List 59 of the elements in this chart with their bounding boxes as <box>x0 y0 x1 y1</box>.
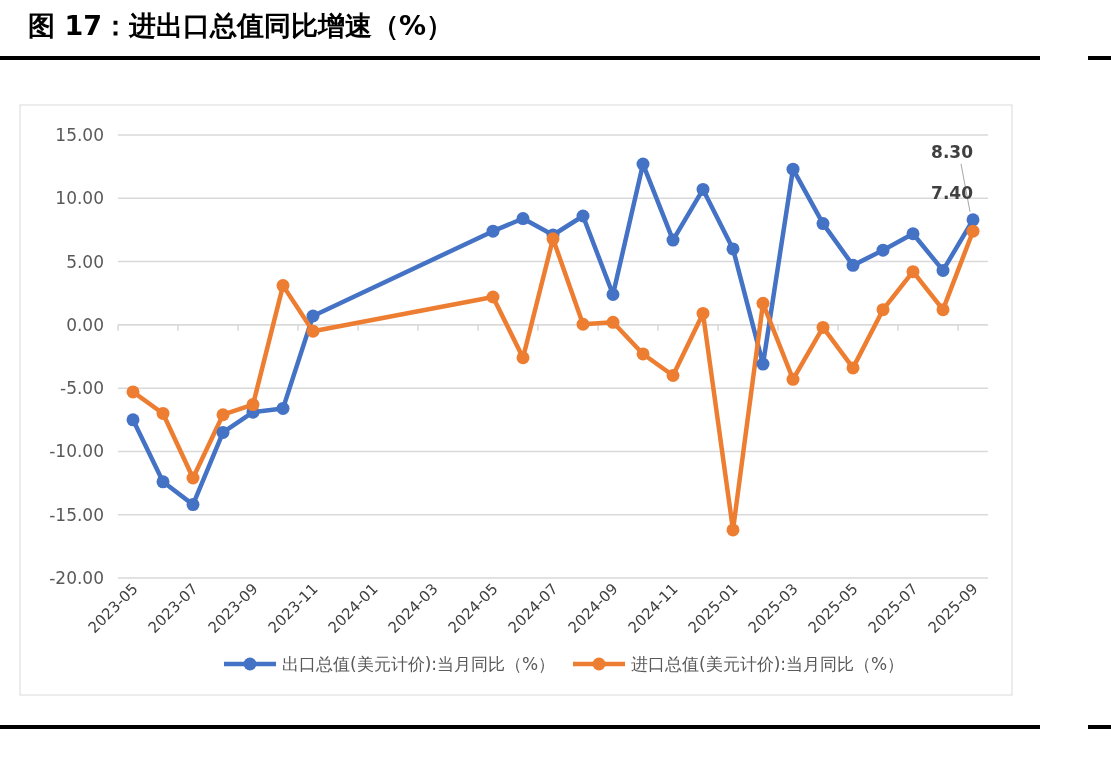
point <box>666 368 680 382</box>
point <box>306 309 320 323</box>
point <box>576 317 590 331</box>
point <box>486 224 500 238</box>
point <box>246 398 260 412</box>
point <box>126 385 140 399</box>
point <box>936 303 950 317</box>
point <box>186 471 200 485</box>
point <box>636 347 650 361</box>
point <box>306 324 320 338</box>
point <box>126 413 140 427</box>
point <box>546 232 560 246</box>
point <box>786 372 800 386</box>
point <box>846 258 860 272</box>
point <box>756 296 770 310</box>
point <box>486 290 500 304</box>
y-tick-label: 10.00 <box>55 188 104 209</box>
point <box>606 315 620 329</box>
point <box>216 408 230 422</box>
y-tick-label: -15.00 <box>49 504 104 525</box>
point <box>216 425 230 439</box>
point <box>816 320 830 334</box>
legend-label: 出口总值(美元计价):当月同比（%） <box>282 653 556 674</box>
y-tick-label: 0.00 <box>66 314 104 335</box>
y-tick-label: 15.00 <box>55 124 104 145</box>
point <box>756 357 770 371</box>
point <box>906 265 920 279</box>
y-tick-label: -10.00 <box>49 441 104 462</box>
chart-title: 图 17：进出口总值同比增速（%） <box>28 10 454 41</box>
point <box>786 162 800 176</box>
y-tick-label: 5.00 <box>66 251 104 272</box>
point <box>966 224 980 238</box>
point <box>696 182 710 196</box>
point <box>966 213 980 227</box>
data-label: 7.40 <box>931 183 974 204</box>
point <box>276 401 290 415</box>
point <box>516 212 530 226</box>
point <box>726 523 740 537</box>
legend-label: 进口总值(美元计价):当月同比（%） <box>631 653 905 674</box>
point <box>816 217 830 231</box>
point <box>876 243 890 257</box>
point <box>576 209 590 223</box>
point <box>156 406 170 420</box>
point <box>726 242 740 256</box>
y-tick-label: -5.00 <box>60 378 104 399</box>
point <box>846 361 860 375</box>
point <box>636 157 650 171</box>
point <box>936 263 950 277</box>
data-label: 8.30 <box>931 141 974 162</box>
point <box>876 303 890 317</box>
point <box>696 306 710 320</box>
point <box>186 498 200 512</box>
point <box>156 475 170 489</box>
point <box>516 351 530 365</box>
point <box>606 287 620 301</box>
point <box>276 279 290 293</box>
point <box>666 233 680 247</box>
point <box>906 227 920 241</box>
y-tick-label: -20.00 <box>49 567 104 588</box>
